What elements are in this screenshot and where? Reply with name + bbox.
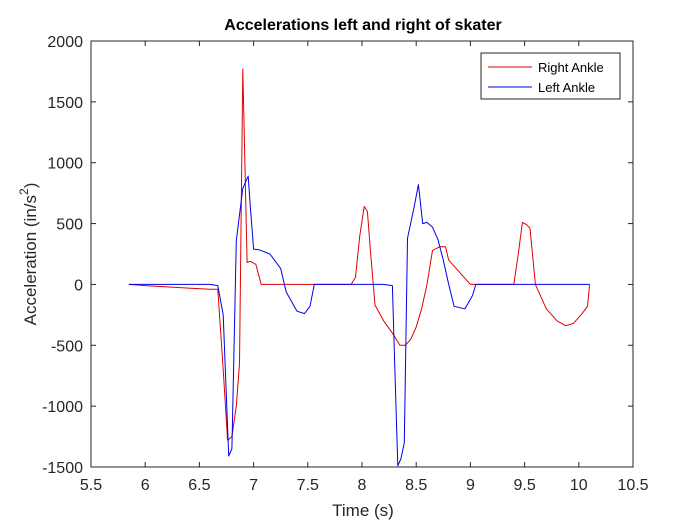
x-tick-label: 8 (358, 477, 367, 494)
x-axis-ticks: 5.5 6 6.5 7 7.5 8 8.5 9 9.5 10 10.5 (80, 41, 649, 494)
x-tick-label: 5.5 (80, 477, 102, 494)
y-tick-label: 1500 (47, 95, 83, 112)
y-tick-label: 500 (56, 217, 83, 234)
y-tick-label: 0 (74, 277, 83, 294)
y-axis-ticks: -1500 -1000 -500 0 500 1000 1500 2000 (42, 34, 633, 477)
x-tick-label: 10.5 (617, 477, 648, 494)
x-tick-label: 10 (570, 477, 588, 494)
x-axis-label: Time (s) (332, 501, 394, 520)
x-tick-label: 6.5 (188, 477, 210, 494)
y-axis-label-superscript: 2 (17, 188, 31, 195)
x-tick-label: 8.5 (405, 477, 427, 494)
x-tick-label: 9 (466, 477, 475, 494)
y-axis-label-main: Acceleration (in/s (21, 195, 40, 325)
series-layer (128, 68, 591, 467)
y-tick-label: -1500 (42, 460, 83, 477)
legend-box (480, 52, 621, 100)
x-tick-label: 6 (141, 477, 150, 494)
y-tick-label: -1000 (42, 399, 83, 416)
x-tick-label: 7.5 (297, 477, 319, 494)
x-tick-label: 9.5 (513, 477, 535, 494)
legend-label-left-ankle: Left Ankle (538, 80, 595, 95)
y-tick-label: 2000 (47, 34, 83, 51)
chart-title: Accelerations left and right of skater (224, 17, 501, 34)
y-tick-label: -500 (51, 338, 83, 355)
y-tick-label: 1000 (47, 156, 83, 173)
legend-label-right-ankle: Right Ankle (538, 60, 604, 75)
plot-area (91, 41, 633, 467)
right-ankle-series-line (128, 68, 591, 441)
y-axis-label: Acceleration (in/s2) (17, 183, 40, 326)
legend: Right Ankle Left Ankle (480, 52, 621, 100)
left-ankle-series-line (128, 175, 590, 467)
x-tick-label: 7 (249, 477, 258, 494)
y-axis-label-suffix: ) (21, 183, 40, 189)
